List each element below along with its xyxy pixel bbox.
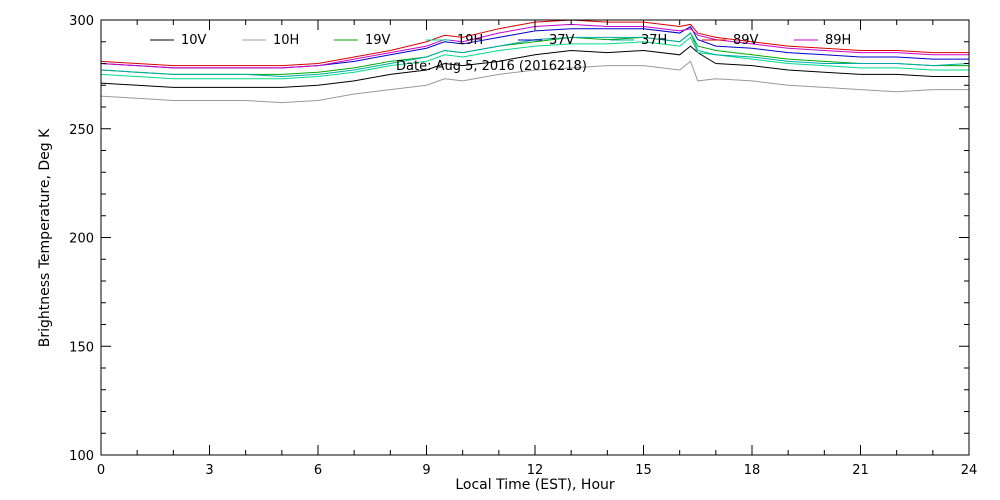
y-tick-label-200: 200	[69, 232, 94, 247]
plot-content	[100, 19, 970, 104]
legend-label-89h: 89H	[825, 33, 851, 48]
y-axis-title: Brightness Temperature, Deg K	[37, 128, 53, 347]
series-line-19v	[100, 32, 969, 75]
x-tick-label-3: 3	[205, 463, 213, 478]
series-line-19h	[100, 36, 969, 80]
x-tick-label-18: 18	[744, 463, 761, 478]
x-tick-label-21: 21	[852, 463, 869, 478]
x-tick-label-15: 15	[635, 463, 652, 478]
y-tick-label-250: 250	[69, 123, 94, 138]
legend-label-19h: 19H	[457, 33, 483, 48]
x-tick-label-24: 24	[961, 463, 978, 478]
date-label: Date: Aug 5, 2016 (2016218)	[396, 59, 587, 74]
y-tick-label-100: 100	[69, 449, 94, 464]
series-line-10v	[100, 45, 969, 88]
y-tick-label-300: 300	[69, 14, 94, 29]
legend-label-37h: 37H	[641, 33, 667, 48]
legend-label-89v: 89V	[733, 33, 759, 48]
legend-label-37v: 37V	[549, 33, 575, 48]
series-line-37h	[100, 32, 970, 78]
legend-label-19v: 19V	[365, 33, 391, 48]
x-tick-label-9: 9	[422, 463, 430, 478]
series-line-89h	[100, 23, 969, 69]
legend: 10V 10H 19V 19H 37V 37H 89V 89H	[150, 33, 851, 48]
x-axis-title: Local Time (EST), Hour	[455, 477, 615, 493]
y-tick-label-150: 150	[69, 340, 94, 355]
x-tick-label-6: 6	[314, 463, 322, 478]
x-tick-label-12: 12	[527, 463, 544, 478]
legend-label-10v: 10V	[181, 33, 207, 48]
series-line-10h	[100, 60, 969, 104]
legend-label-10h: 10H	[273, 33, 299, 48]
series-line-89v	[100, 19, 969, 67]
plot-frame	[100, 19, 970, 456]
x-tick-label-0: 0	[97, 463, 105, 478]
axes: 0 3 6 9 12 15 18 21 24 100 150 200 250 300	[69, 14, 977, 478]
